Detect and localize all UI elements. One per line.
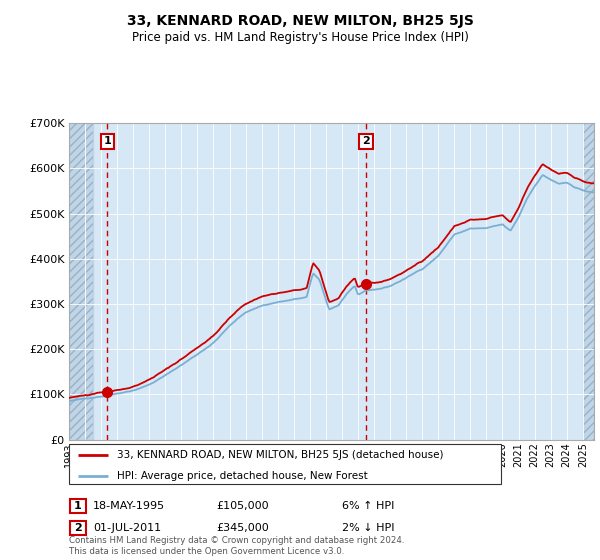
Text: 2: 2 [362, 136, 370, 146]
Text: 1: 1 [103, 136, 111, 146]
Bar [69, 123, 93, 440]
Text: 33, KENNARD ROAD, NEW MILTON, BH25 5JS (detached house): 33, KENNARD ROAD, NEW MILTON, BH25 5JS (… [116, 450, 443, 460]
FancyBboxPatch shape [69, 444, 501, 484]
Text: 18-MAY-1995: 18-MAY-1995 [93, 501, 165, 511]
Text: HPI: Average price, detached house, New Forest: HPI: Average price, detached house, New … [116, 470, 367, 480]
Text: Contains HM Land Registry data © Crown copyright and database right 2024.
This d: Contains HM Land Registry data © Crown c… [69, 536, 404, 556]
Text: 33, KENNARD ROAD, NEW MILTON, BH25 5JS: 33, KENNARD ROAD, NEW MILTON, BH25 5JS [127, 14, 473, 28]
Bar [583, 123, 594, 440]
Text: £105,000: £105,000 [216, 501, 269, 511]
Text: 2% ↓ HPI: 2% ↓ HPI [342, 523, 395, 533]
Text: 2: 2 [74, 523, 82, 533]
FancyBboxPatch shape [70, 498, 86, 513]
FancyBboxPatch shape [70, 521, 86, 535]
Text: £345,000: £345,000 [216, 523, 269, 533]
Text: 01-JUL-2011: 01-JUL-2011 [93, 523, 161, 533]
Bar [69, 123, 93, 440]
Text: 6% ↑ HPI: 6% ↑ HPI [342, 501, 394, 511]
Bar [583, 123, 594, 440]
Text: Price paid vs. HM Land Registry's House Price Index (HPI): Price paid vs. HM Land Registry's House … [131, 31, 469, 44]
Text: 1: 1 [74, 501, 82, 511]
